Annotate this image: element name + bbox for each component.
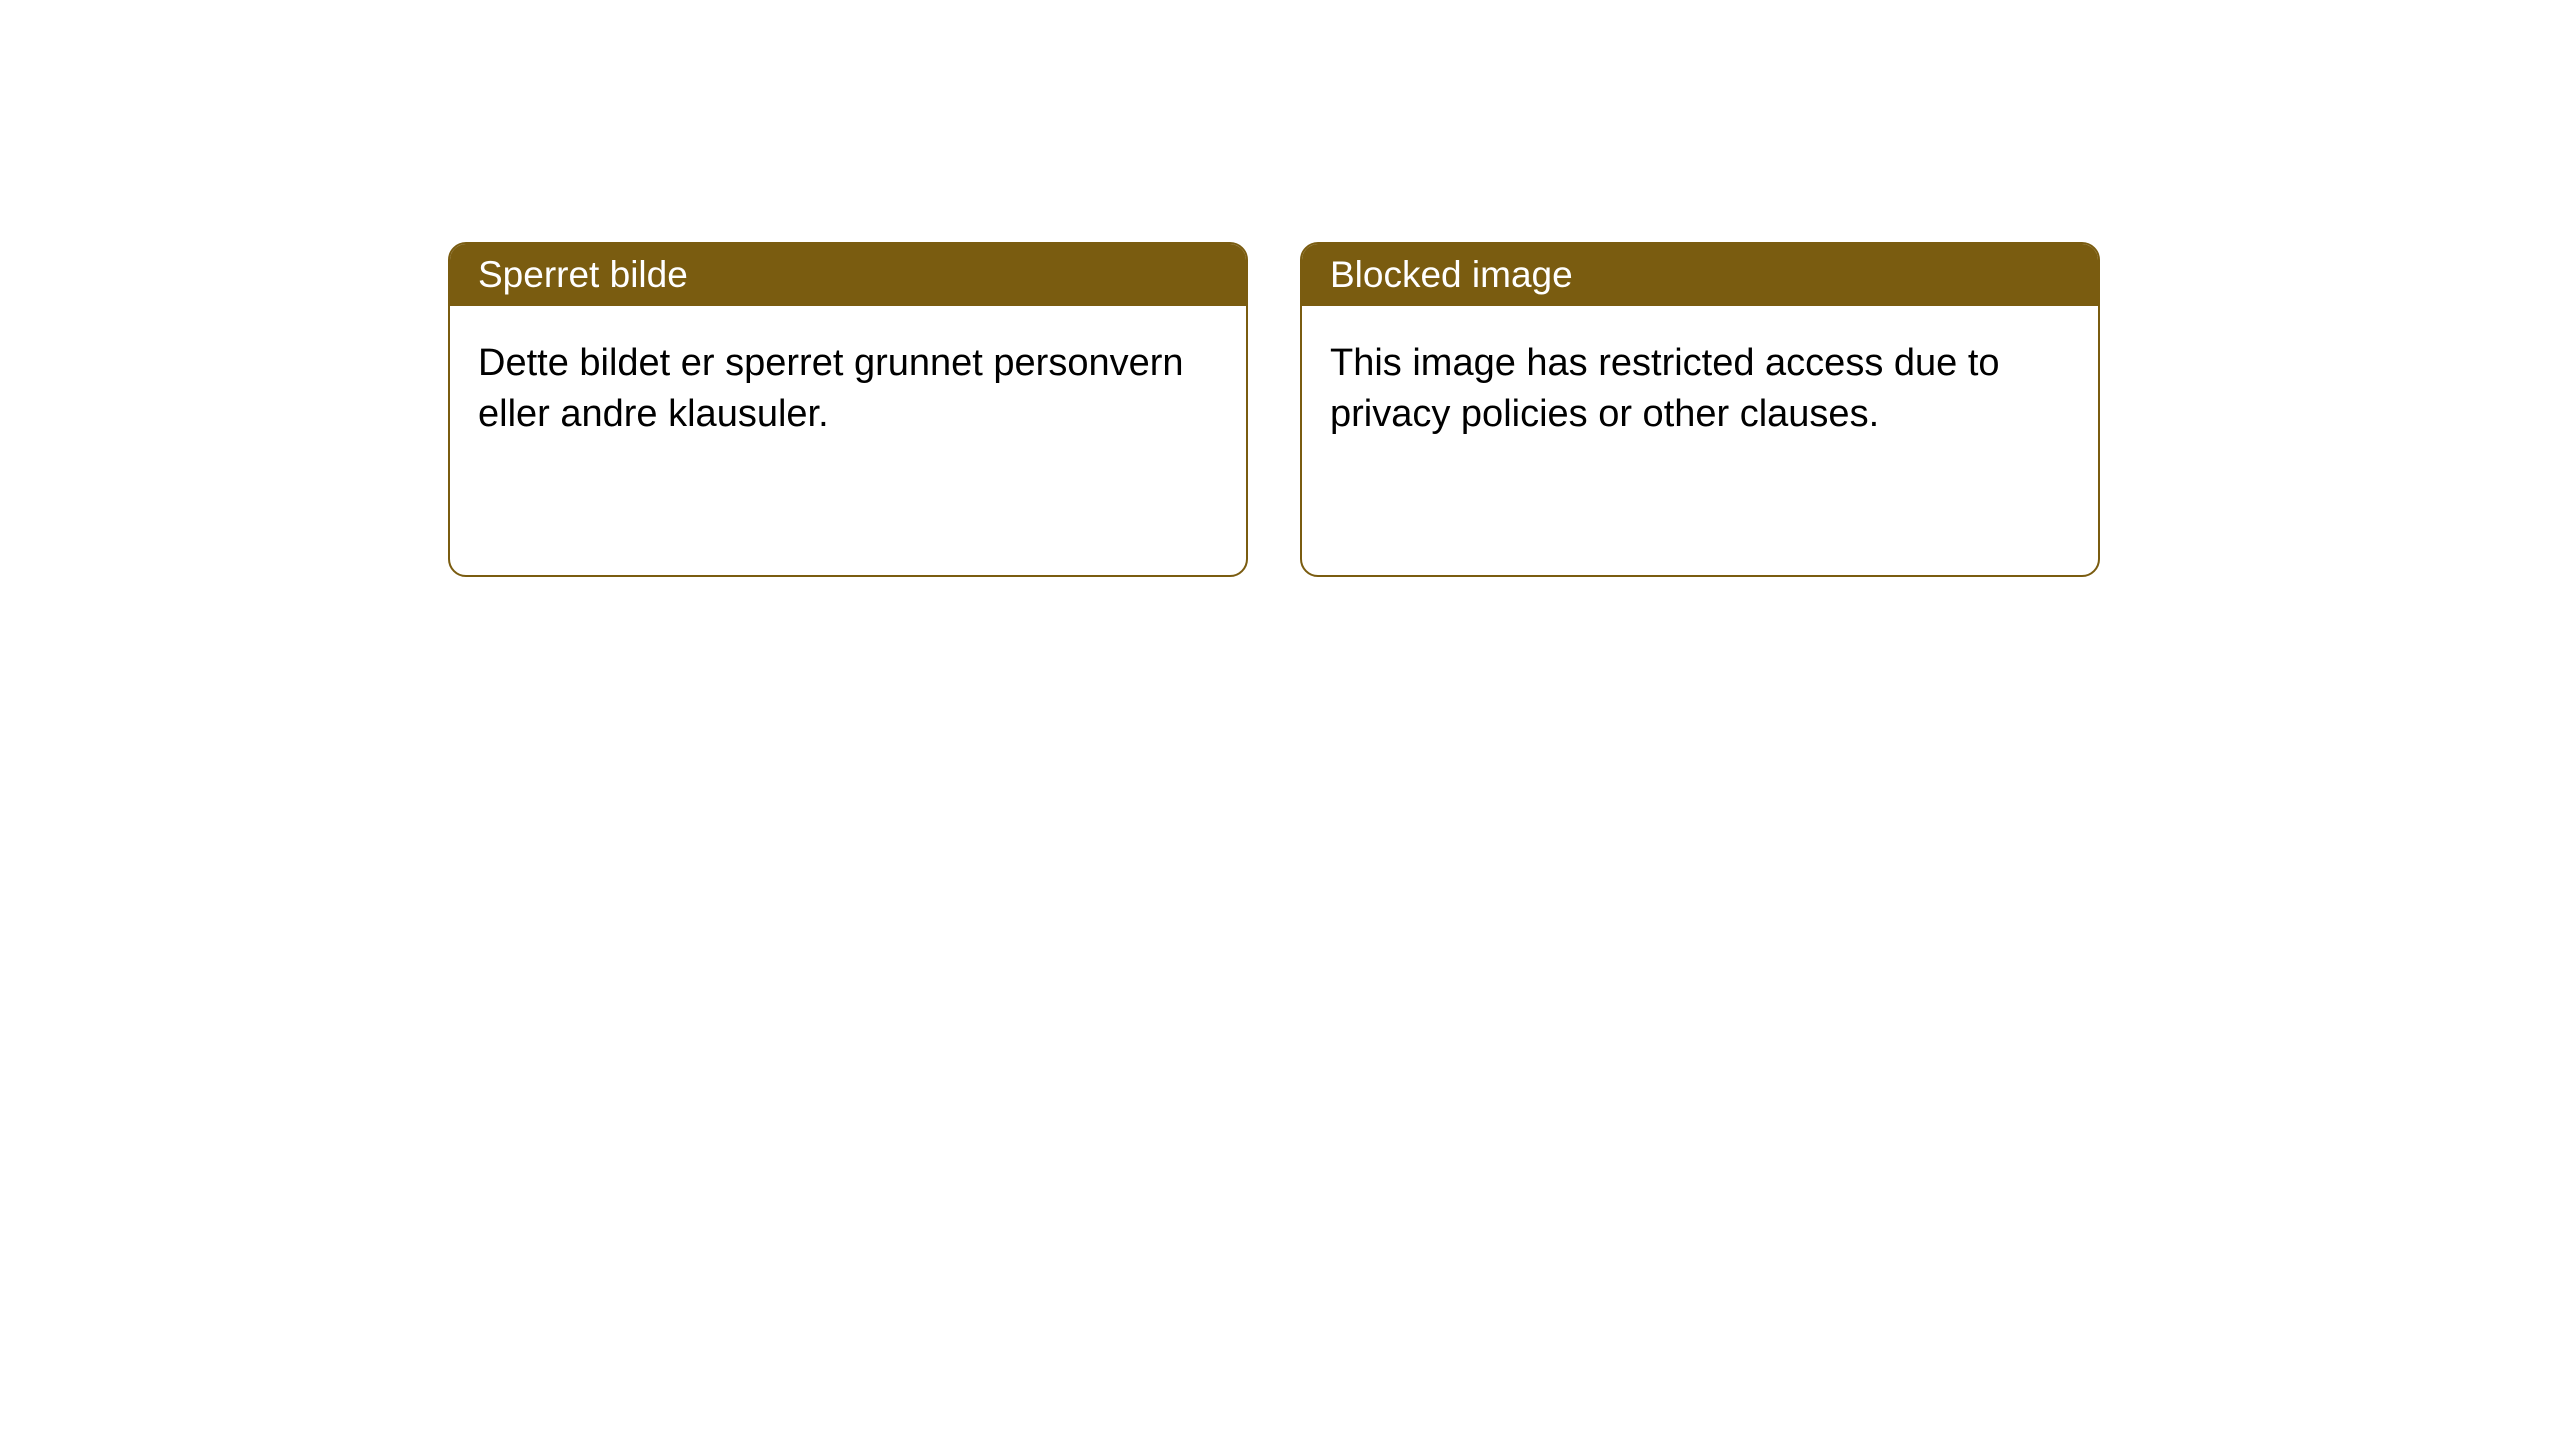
notice-card-english: Blocked image This image has restricted … bbox=[1300, 242, 2100, 577]
notice-card-norwegian: Sperret bilde Dette bildet er sperret gr… bbox=[448, 242, 1248, 577]
notice-body: Dette bildet er sperret grunnet personve… bbox=[450, 306, 1246, 473]
notice-header: Sperret bilde bbox=[450, 244, 1246, 306]
notice-header: Blocked image bbox=[1302, 244, 2098, 306]
notice-body: This image has restricted access due to … bbox=[1302, 306, 2098, 473]
notice-container: Sperret bilde Dette bildet er sperret gr… bbox=[0, 0, 2560, 577]
